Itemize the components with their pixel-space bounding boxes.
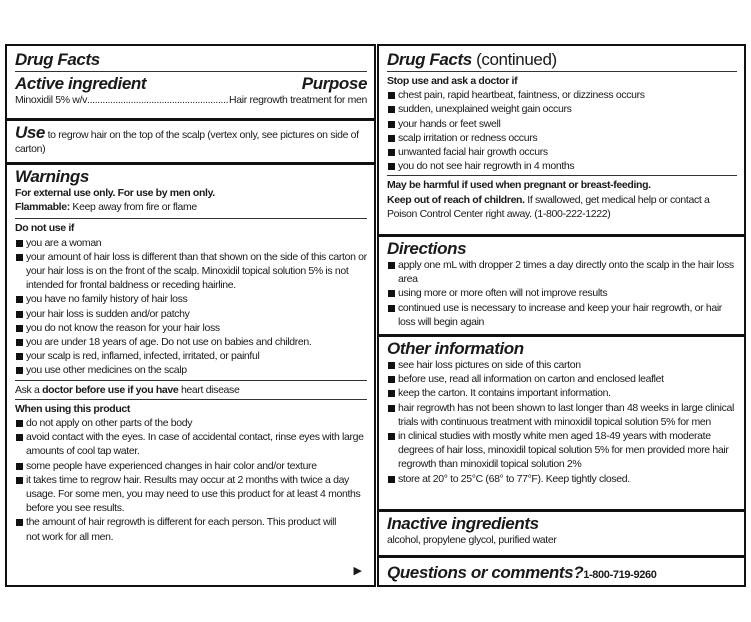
list-item: your scalp is red, inflamed, infected, i… [15,349,367,363]
list-item: sudden, unexplained weight gain occurs [387,102,737,116]
divider [387,175,737,177]
directions-heading: Directions [387,239,467,258]
inactive-ingredients-text: alcohol, propylene glycol, purified wate… [387,534,557,546]
list-item: unwanted facial hair growth occurs [387,145,737,159]
list-item: the amount of hair regrowth is different… [15,515,367,543]
do-not-use-heading: Do not use if [15,222,75,235]
other-information-heading: Other information [387,339,524,358]
warning-men-only: only. For use by men only. [93,187,215,199]
divider [15,398,367,400]
warning-external-use: For external use [15,187,94,199]
drug-facts-title: Drug Facts [15,50,100,69]
active-ingredient-section: Drug Facts Active ingredient Purpose Min… [7,46,374,121]
list-item: you are under 18 years of age. Do not us… [15,335,367,349]
leader-dots: ........................................… [87,94,229,106]
active-ingredient-heading: Active ingredient [15,74,147,93]
list-item: in clinical studies with mostly white me… [387,429,737,472]
list-item: your amount of hair loss is different th… [15,250,367,293]
other-information-list: see hair loss pictures on side of this c… [387,358,737,486]
continued-label: (continued) [471,50,557,69]
active-ingredient-purpose: Hair regrowth treatment for men [229,94,367,106]
use-section: Use to regrow hair on the top of the sca… [7,121,374,165]
drug-facts-continued-title: Drug Facts [387,50,472,69]
list-item: it takes time to regrow hair. Results ma… [15,473,367,516]
list-item: you do not know the reason for your hair… [15,321,367,335]
warnings-heading: Warnings [15,167,89,186]
list-item: do not apply on other parts of the body [15,416,367,430]
do-not-use-list: you are a woman your amount of hair loss… [15,236,367,378]
divider [15,218,367,220]
divider [15,71,367,72]
list-item: keep the carton. It contains important i… [387,386,737,400]
flammable-label: Flammable: [15,201,70,214]
drug-facts-left-panel: Drug Facts Active ingredient Purpose Min… [5,44,376,587]
ask-doctor-prefix: Ask a [15,383,43,396]
list-item: see hair loss pictures on side of this c… [387,358,737,372]
stop-use-list: chest pain, rapid heartbeat, faintness, … [387,88,737,173]
directions-list: apply one mL with dropper 2 times a day … [387,258,737,329]
questions-phone: 1-800-719-9260 [583,569,657,581]
questions-section: Questions or comments?1-800-719-9260 [379,558,744,585]
ask-doctor-condition: heart disease [178,383,240,396]
stop-use-section: Drug Facts (continued) Stop use and ask … [379,46,744,237]
questions-heading: Questions or comments? [387,563,584,582]
list-item: you are a woman [15,236,367,250]
flammable-text: Keep away from fire or flame [69,201,197,214]
list-item: store at 20° to 25°C (68° to 77°F). Keep… [387,472,737,486]
directions-section: Directions apply one mL with dropper 2 t… [379,237,744,337]
continue-arrow-icon: ▶ [353,565,362,577]
inactive-ingredients-heading: Inactive ingredients [387,514,539,533]
list-item: you do not see hair regrowth in 4 months [387,159,737,173]
active-ingredient-name: Minoxidil 5% w/v [15,94,88,106]
when-using-heading: When using this product [15,402,131,415]
keep-out-of-reach: Keep out of reach of children. [387,193,525,206]
poison-control-text: If swallowed, get medical help or contac… [387,193,710,220]
warnings-section: Warnings For external use only. For use … [7,165,374,585]
list-item: you use other medicines on the scalp [15,363,367,377]
list-item: using more or more often will not improv… [387,286,737,300]
purpose-heading: Purpose [301,74,368,93]
list-item: apply one mL with dropper 2 times a day … [387,258,737,286]
list-item: you have no family history of hair loss [15,292,367,306]
list-item: your hair loss is sudden and/or patchy [15,307,367,321]
list-item: hair regrowth has not been shown to last… [387,401,737,429]
divider [15,379,367,381]
list-item: avoid contact with the eyes. In case of … [15,430,367,458]
list-item: before use, read all information on cart… [387,372,737,386]
other-information-section: Other information see hair loss pictures… [379,337,744,512]
use-heading: Use [15,123,45,142]
divider [387,71,737,72]
list-item: some people have experienced changes in … [15,459,367,473]
use-text: to regrow hair on the top of the scalp (… [15,129,359,156]
list-item: continued use is necessary to increase a… [387,301,737,329]
stop-use-heading: Stop use and ask a doctor if [387,75,518,87]
pregnancy-warning: May be harmful if used when pregnant or … [387,179,651,192]
list-item: scalp irritation or redness occurs [387,131,737,145]
list-item: your hands or feet swell [387,117,737,131]
list-item: chest pain, rapid heartbeat, faintness, … [387,88,737,102]
inactive-ingredients-section: Inactive ingredients alcohol, propylene … [379,512,744,558]
when-using-list: do not apply on other parts of the body … [15,416,367,544]
ask-doctor-bold: doctor before use if you have [42,383,179,396]
drug-facts-right-panel: Drug Facts (continued) Stop use and ask … [377,44,746,587]
